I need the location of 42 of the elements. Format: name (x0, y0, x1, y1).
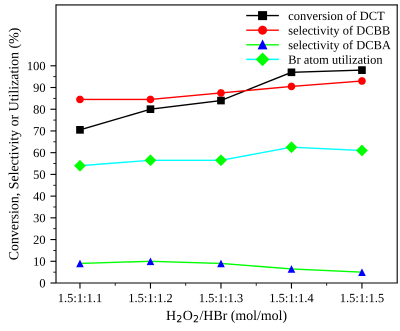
y-tick-label: 70 (34, 126, 46, 136)
y-tick-label: 60 (34, 148, 46, 158)
point (76, 126, 84, 134)
point (217, 96, 225, 104)
y-tick-label: 30 (34, 214, 46, 222)
legend-label: conversion of DCT (288, 11, 384, 20)
point (288, 68, 296, 76)
point (358, 77, 366, 85)
x-tick-label: 1.5:1:1.3 (200, 294, 243, 302)
y-tick-label: 80 (34, 105, 46, 114)
x-tick-label: 1.5:1:1.4 (270, 294, 314, 302)
x-tick-label: 1.5:1:1.1 (58, 294, 102, 302)
y-tick-label: 40 (33, 192, 46, 201)
point (144, 154, 156, 166)
point (288, 82, 296, 90)
point (217, 260, 225, 268)
point (356, 144, 368, 156)
point (217, 89, 225, 97)
y-tick-label: 50 (34, 170, 46, 179)
legend-label: selectivity of DCBA (288, 40, 391, 52)
legend-label: selectivity of DCBB (288, 26, 390, 38)
y-tick-label: 90 (33, 84, 46, 92)
x-tick-label: 1.5:1:1.5 (340, 294, 384, 302)
point (146, 257, 154, 266)
point (146, 96, 154, 104)
y-tick-label: 100 (28, 62, 46, 70)
y-axis-title: Conversion, Selectivity or Utilization (%) (8, 28, 22, 260)
y-tick-label: 20 (34, 236, 46, 244)
point (74, 160, 86, 172)
point (358, 66, 366, 74)
point (286, 141, 298, 154)
point (76, 260, 84, 268)
point (215, 154, 227, 166)
y-tick-label: 10 (34, 257, 46, 266)
point (288, 265, 296, 273)
point (146, 105, 154, 114)
x-axis-title: H$_{2}$O$_{2}$/HBr (mol/mol) (166, 310, 286, 323)
point (76, 96, 84, 104)
legend-label: Br atom utilization (288, 55, 382, 64)
x-tick-label: 1.5:1:1.2 (129, 294, 172, 302)
y-tick-label: 0 (40, 279, 46, 288)
point (358, 268, 366, 276)
